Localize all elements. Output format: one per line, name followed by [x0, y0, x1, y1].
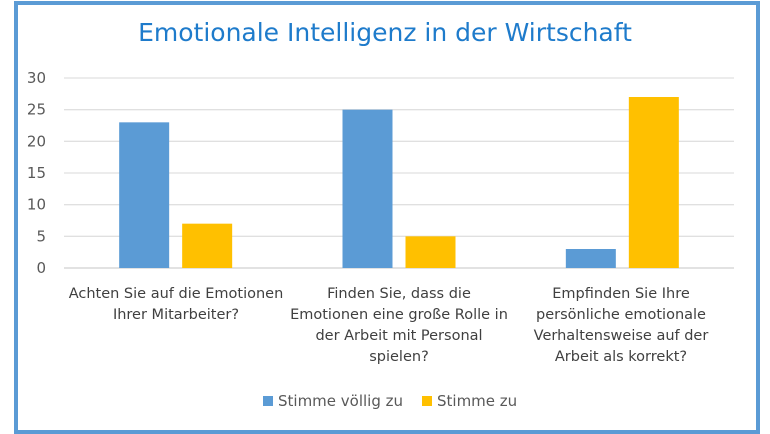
bar-stimme-zu-3 [628, 97, 679, 268]
bar-stimme-zu-1 [182, 223, 233, 268]
y-tick-label: 30 [27, 69, 46, 87]
bar-stimme-voellig-zu-2 [342, 109, 393, 269]
y-tick-label: 10 [27, 196, 46, 214]
bar-stimme-voellig-zu-3 [565, 249, 616, 268]
category-label-2: Finden Sie, dass die Emotionen eine groß… [290, 286, 508, 365]
legend-swatch-yellow [422, 396, 432, 406]
y-tick-label: 25 [27, 101, 46, 119]
legend-item-1: Stimme völlig zu [263, 392, 403, 410]
bar-stimme-zu-2 [405, 236, 456, 268]
y-tick-label: 15 [27, 164, 46, 182]
category-label-1: Achten Sie auf die Emotionen Ihrer Mitar… [68, 286, 284, 323]
category-label-3: Empfinden Sie Ihre persönliche emotional… [533, 286, 709, 365]
legend-item-2: Stimme zu [422, 392, 517, 410]
bar-stimme-voellig-zu-1 [119, 122, 170, 268]
legend-swatch-blue [263, 396, 273, 406]
y-tick-label: 5 [36, 227, 46, 245]
y-tick-label: 20 [27, 132, 46, 150]
legend-label-1: Stimme völlig zu [278, 392, 404, 410]
legend-label-2: Stimme zu [437, 392, 518, 410]
chart-title: Emotionale Intelligenz in der Wirtschaft [138, 18, 632, 47]
y-tick-label: 0 [36, 259, 46, 277]
